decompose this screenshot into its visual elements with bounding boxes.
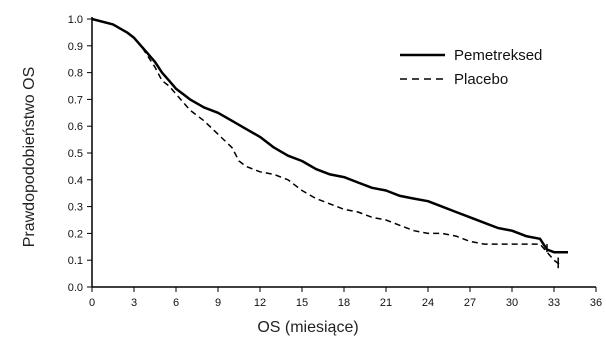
x-tick-label: 33 bbox=[548, 297, 560, 309]
legend-label-pemetreksed: Pemetreksed bbox=[454, 47, 542, 64]
series-layer bbox=[91, 17, 568, 269]
x-tick-label: 15 bbox=[296, 297, 308, 309]
y-tick-label: 0.0 bbox=[68, 282, 83, 294]
x-tick-label: 0 bbox=[89, 297, 95, 309]
x-tick-label: 18 bbox=[338, 297, 350, 309]
y-ticks: 0.0 0.1 0.2 0.3 0.4 0.5 0.6 0.7 0.8 0.9 1.0 bbox=[68, 14, 92, 294]
y-tick-label: 0.4 bbox=[68, 175, 83, 187]
x-tick-label: 24 bbox=[422, 297, 434, 309]
x-tick-label: 9 bbox=[215, 297, 221, 309]
x-tick-label: 21 bbox=[380, 297, 392, 309]
y-tick-label: 0.6 bbox=[68, 121, 83, 133]
y-tick-label: 0.2 bbox=[68, 228, 83, 240]
x-tick-label: 30 bbox=[506, 297, 518, 309]
y-tick-label: 0.7 bbox=[68, 94, 83, 106]
y-tick-label: 1.0 bbox=[68, 14, 83, 26]
x-tick-label: 3 bbox=[131, 297, 137, 309]
y-tick-label: 0.8 bbox=[68, 68, 83, 80]
y-tick-label: 0.5 bbox=[68, 148, 83, 160]
y-axis-title: Prawdopodobieństwo OS bbox=[21, 67, 38, 248]
x-tick-label: 27 bbox=[464, 297, 476, 309]
y-tick-label: 0.9 bbox=[68, 41, 83, 53]
x-tick-label: 12 bbox=[254, 297, 266, 309]
plot-area: 0 3 6 9 12 15 18 21 24 27 30 33 36 0.00.10.20.30.40.… bbox=[68, 14, 602, 309]
x-ticks: 0 3 6 9 12 15 18 21 24 27 30 33 36 bbox=[89, 287, 602, 309]
x-tick-label: 36 bbox=[590, 297, 602, 309]
legend-label-placebo: Placebo bbox=[454, 71, 508, 88]
x-axis-title: OS (miesiące) bbox=[257, 319, 358, 336]
series-line-placebo bbox=[91, 18, 562, 267]
y-tick-label: 0.1 bbox=[68, 255, 83, 267]
legend: Pemetreksed Placebo bbox=[400, 47, 542, 88]
x-tick-label: 6 bbox=[173, 297, 179, 309]
series-line-pemetreksed bbox=[91, 17, 568, 254]
y-tick-label: 0.3 bbox=[68, 202, 83, 214]
